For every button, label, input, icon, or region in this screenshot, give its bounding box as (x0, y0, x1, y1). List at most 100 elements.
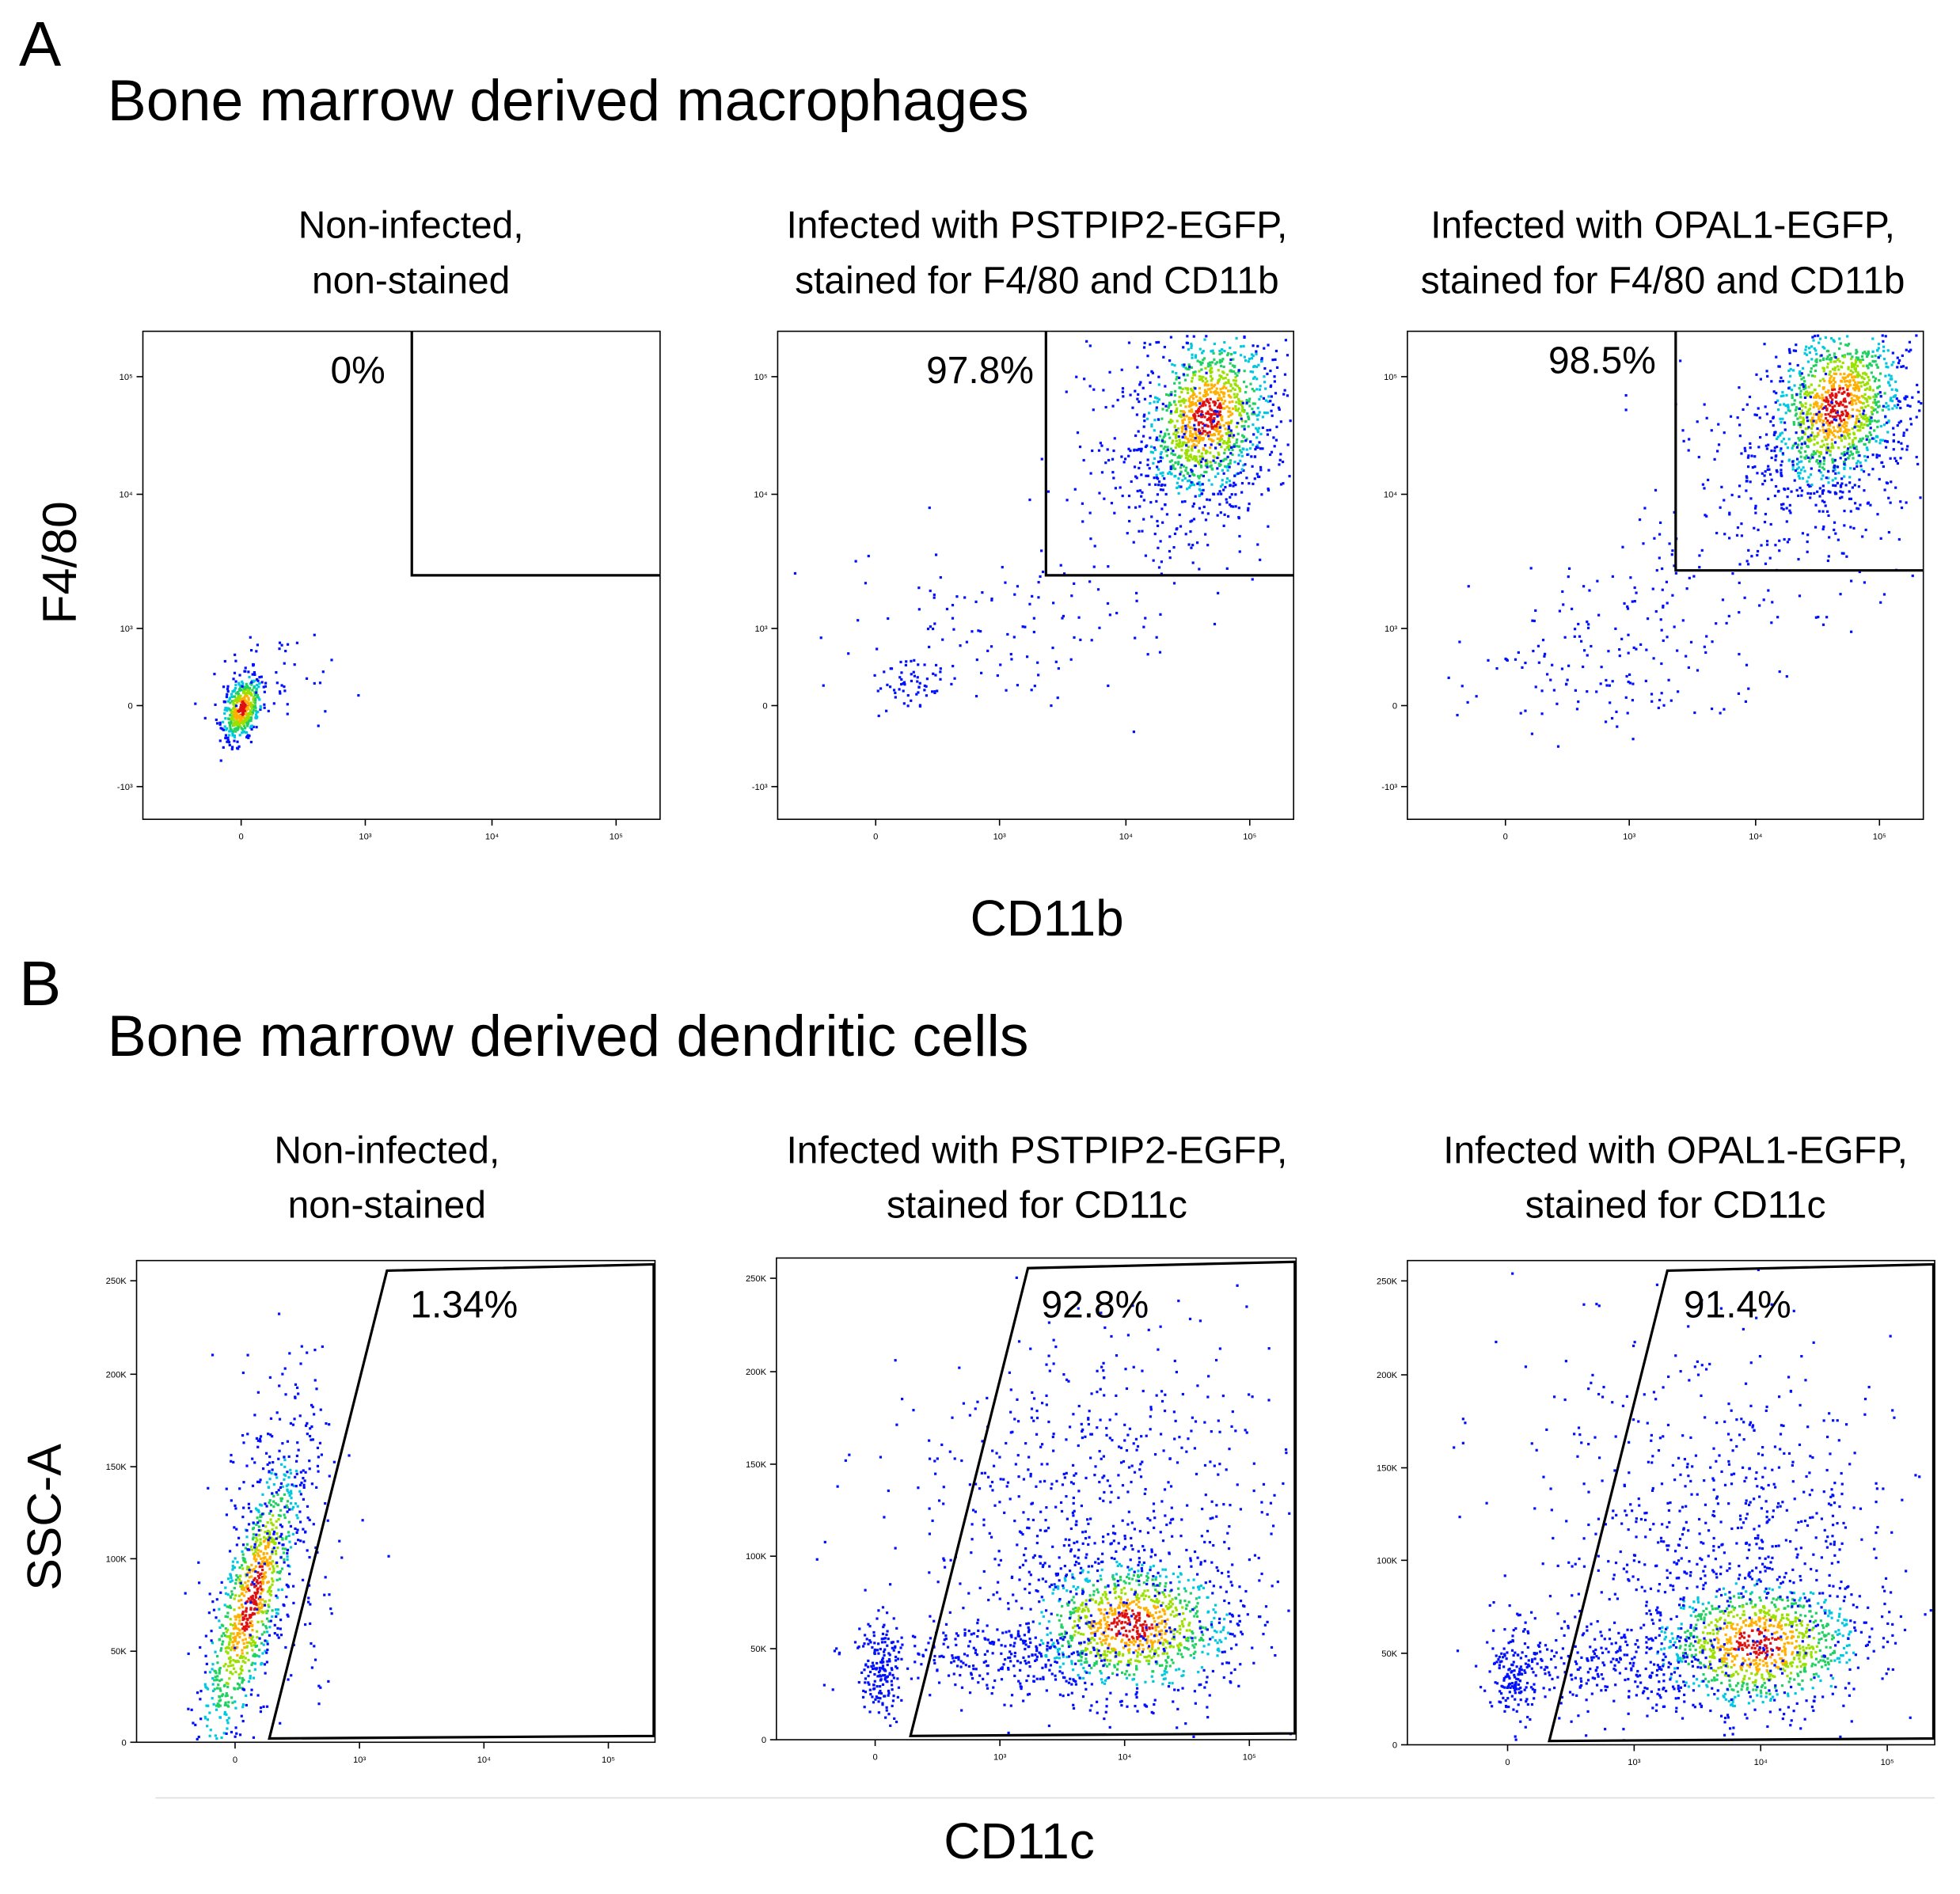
event-dot (1198, 475, 1201, 478)
event-dot (1193, 423, 1196, 427)
event-dot (239, 694, 242, 697)
event-dot (1261, 426, 1264, 430)
event-dot (241, 1550, 244, 1553)
event-dot (268, 1471, 271, 1474)
event-dot (252, 1533, 256, 1536)
event-dot (222, 685, 226, 689)
event-dot (215, 1737, 218, 1740)
event-dot (1853, 367, 1856, 370)
event-dot (1810, 374, 1814, 378)
event-dot (1870, 416, 1873, 419)
event-dot (1217, 412, 1221, 415)
event-dot (1225, 498, 1228, 501)
event-dot (1236, 393, 1239, 396)
event-dot (1201, 511, 1204, 514)
event-dot (1717, 423, 1720, 426)
event-dot (232, 678, 235, 681)
event-dot (1825, 510, 1829, 513)
y-tick-label: 10⁵ (1384, 373, 1397, 382)
event-dot (1157, 1647, 1160, 1650)
event-dot (1909, 348, 1913, 351)
event-dot (1787, 438, 1791, 441)
event-dot (238, 1628, 241, 1632)
event-dot (1588, 589, 1591, 592)
event-dot (1252, 423, 1255, 427)
event-dot (230, 720, 233, 723)
event-dot (1791, 460, 1795, 463)
event-dot (234, 699, 237, 702)
event-dot (254, 1584, 258, 1588)
event-dot (1902, 431, 1905, 435)
event-dot (1616, 725, 1619, 728)
event-dot (1177, 492, 1180, 495)
event-dot (1166, 1640, 1169, 1643)
event-dot (1798, 407, 1802, 410)
event-dot (1806, 416, 1809, 419)
event-dot (268, 1376, 272, 1380)
event-dot (939, 678, 942, 681)
event-dot (234, 1615, 237, 1618)
event-dot (1611, 680, 1614, 683)
event-dot (289, 1471, 293, 1475)
event-dot (1844, 344, 1848, 347)
event-dot (245, 1543, 249, 1546)
event-dot (1160, 484, 1163, 488)
event-dot (1187, 449, 1190, 452)
event-dot (228, 698, 231, 701)
event-dot (1194, 415, 1197, 418)
event-dot (933, 593, 936, 597)
event-dot (231, 713, 234, 716)
event-dot (1799, 374, 1802, 378)
event-dot (1901, 447, 1904, 450)
event-dot (222, 1640, 225, 1643)
event-dot (1218, 439, 1221, 442)
event-dot (1822, 468, 1826, 471)
event-dot (298, 1510, 302, 1513)
event-dot (1835, 400, 1838, 404)
event-dot (1831, 408, 1834, 411)
event-dot (1835, 419, 1838, 422)
event-dot (264, 1625, 268, 1628)
event-dot (260, 1661, 263, 1665)
event-dot (928, 506, 931, 510)
event-dot (1746, 563, 1750, 566)
event-dot (1171, 362, 1174, 366)
event-dot (1216, 391, 1219, 394)
gate-label: 97.8% (926, 350, 1034, 392)
event-dot (1833, 404, 1837, 408)
event-dot (1825, 417, 1828, 420)
event-dot (1848, 401, 1852, 404)
event-dot (227, 1657, 230, 1660)
event-dot (253, 1591, 256, 1595)
event-dot (1834, 484, 1837, 488)
event-dot (1791, 393, 1794, 397)
event-dot (264, 1563, 268, 1566)
event-dot (1869, 503, 1872, 507)
event-dot (917, 691, 920, 694)
event-dot (1877, 393, 1880, 396)
event-dot (1615, 710, 1618, 713)
event-dot (1242, 469, 1245, 473)
event-dot (1780, 376, 1783, 379)
event-dot (1834, 356, 1837, 359)
event-dot (1199, 413, 1203, 416)
event-dot (1869, 397, 1872, 400)
event-dot (1911, 396, 1914, 399)
event-dot (915, 693, 918, 696)
event-dot (1829, 396, 1833, 399)
event-dot (250, 1635, 254, 1638)
event-dot (1286, 394, 1290, 397)
event-dot (1210, 378, 1214, 381)
event-dot (268, 1555, 272, 1558)
event-dot (266, 1642, 269, 1645)
event-dot (1146, 463, 1149, 467)
event-dot (224, 1615, 227, 1618)
event-dot (1770, 380, 1773, 383)
event-dot (1829, 360, 1833, 363)
event-dot (1199, 465, 1203, 469)
event-dot (265, 1552, 268, 1555)
event-dot (1817, 615, 1820, 619)
event-dot (226, 738, 230, 742)
event-dot (251, 1594, 254, 1598)
